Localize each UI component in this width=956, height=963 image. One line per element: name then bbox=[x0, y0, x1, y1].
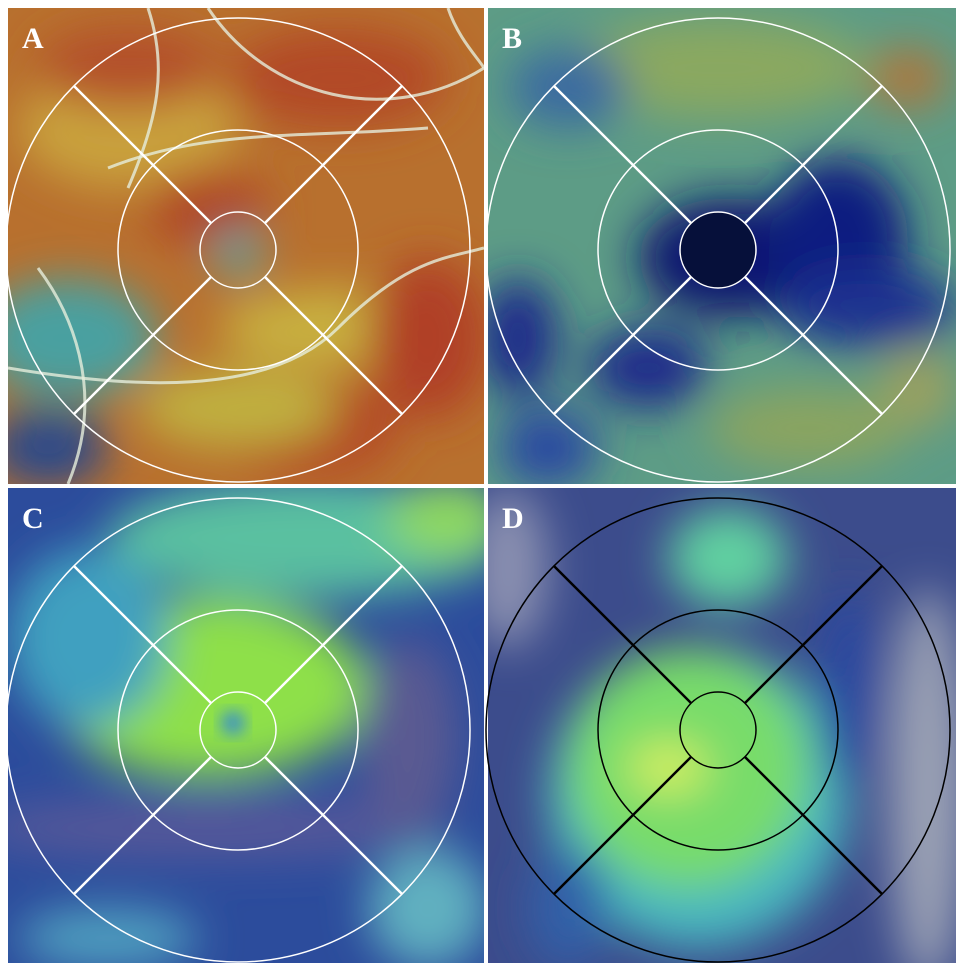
panel-b: B bbox=[478, 8, 956, 488]
figure: A B bbox=[0, 0, 956, 963]
panel-a: A bbox=[0, 8, 488, 488]
panel-label: D bbox=[502, 502, 524, 535]
panel-label: B bbox=[502, 22, 522, 55]
panel-d: D bbox=[468, 488, 956, 963]
panel-label: C bbox=[22, 502, 44, 535]
panel-label: A bbox=[22, 22, 44, 55]
panel-c: C bbox=[0, 478, 508, 963]
